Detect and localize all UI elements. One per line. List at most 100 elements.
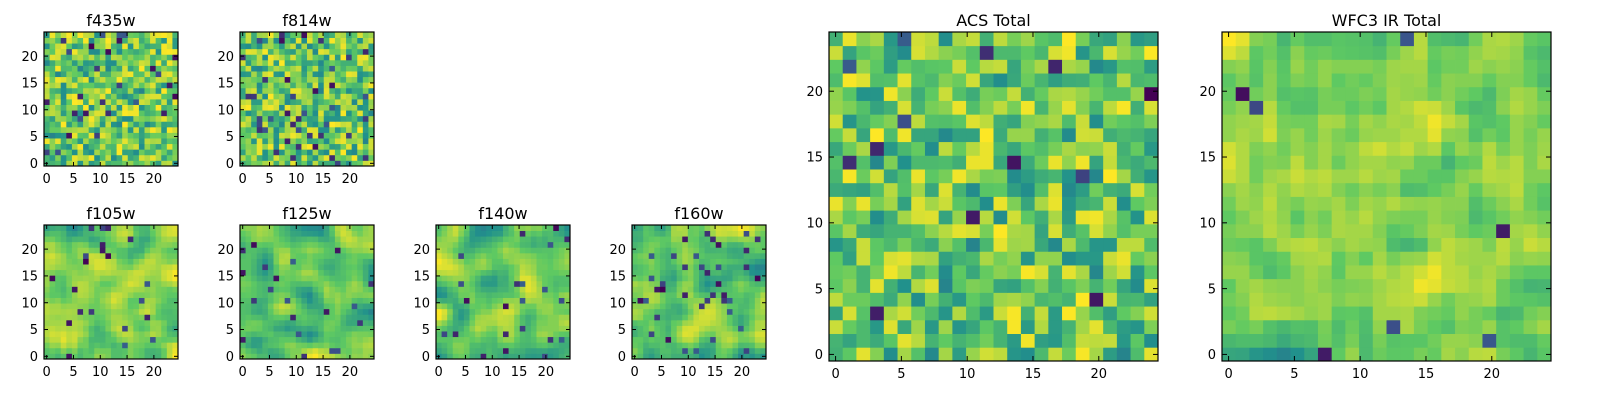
heatmap-cell: [1441, 237, 1456, 252]
heatmap-cell: [55, 154, 62, 161]
heatmap-cell: [71, 93, 78, 100]
heatmap-cell: [952, 182, 967, 197]
heatmap-cell: [519, 353, 526, 360]
heatmap-cell: [1317, 278, 1333, 293]
heatmap-cell: [463, 280, 470, 287]
heatmap-cell: [1144, 319, 1159, 334]
heatmap-cell: [273, 280, 280, 287]
heatmap-cell: [312, 143, 319, 150]
heatmap-cell: [1222, 169, 1237, 184]
heatmap-cell: [351, 275, 358, 282]
heatmap-cell: [754, 236, 761, 243]
heatmap-cell: [340, 325, 347, 332]
heatmap-cell: [155, 269, 162, 276]
heatmap-cell: [71, 258, 78, 265]
heatmap-cell: [346, 65, 353, 72]
heatmap-cell: [150, 82, 157, 89]
heatmap-cell: [144, 308, 151, 315]
heatmap-cell: [1482, 223, 1497, 239]
heatmap-cell: [1222, 210, 1237, 225]
heatmap-cell: [273, 99, 280, 105]
heatmap-cell: [307, 54, 313, 61]
heatmap-cell: [150, 87, 157, 94]
heatmap-cell: [99, 32, 106, 38]
heatmap-cell: [83, 303, 90, 310]
heatmap-cell: [150, 37, 157, 44]
heatmap-cell: [966, 169, 981, 184]
heatmap-cell: [273, 154, 280, 161]
heatmap-cell: [1034, 347, 1049, 362]
heatmap-cell: [357, 65, 364, 72]
heatmap-cell: [240, 71, 246, 78]
heatmap-cell: [710, 292, 717, 298]
heatmap-cell: [77, 236, 84, 243]
heatmap-cell: [632, 230, 638, 237]
heatmap-cell: [94, 319, 101, 326]
heatmap-cell: [1345, 292, 1360, 307]
heatmap-cell: [290, 247, 297, 254]
heatmap-cell: [530, 342, 537, 349]
heatmap-cell: [458, 331, 465, 338]
heatmap-cell: [245, 247, 252, 254]
heatmap-cell: [49, 71, 56, 78]
heatmap-cell: [44, 258, 50, 265]
heatmap-cell: [938, 169, 953, 184]
heatmap-cell: [564, 336, 571, 343]
heatmap-cell: [475, 353, 482, 360]
heatmap-cell: [676, 319, 683, 326]
heatmap-cell: [144, 314, 151, 321]
heatmap-cell: [368, 342, 375, 349]
heatmap-cell: [447, 230, 454, 237]
heatmap-cell: [503, 280, 509, 287]
heatmap-cell: [842, 169, 857, 184]
heatmap-cell: [94, 132, 101, 139]
heatmap-cell: [1441, 292, 1456, 307]
heatmap-cell: [133, 236, 140, 243]
heatmap-cell: [351, 258, 358, 265]
heatmap-cell: [897, 127, 912, 143]
heatmap-cell: [1062, 278, 1077, 293]
heatmap-cell: [83, 247, 90, 254]
heatmap-cell: [273, 93, 280, 100]
heatmap-cell: [362, 76, 369, 83]
heatmap-cell: [738, 286, 745, 293]
y-tick-label: 15: [21, 77, 38, 92]
heatmap-cell: [1034, 182, 1049, 197]
heatmap-cell: [911, 45, 926, 60]
heatmap-cell: [924, 223, 940, 239]
heatmap-cell: [295, 93, 302, 100]
heatmap-cell: [105, 54, 112, 61]
heatmap-cell: [111, 241, 117, 248]
heatmap-cell: [754, 241, 761, 248]
heatmap-cell: [1523, 32, 1538, 47]
heatmap-cell: [290, 347, 297, 354]
heatmap-cell: [290, 336, 297, 343]
heatmap-cell: [99, 115, 106, 122]
heatmap-cell: [514, 258, 521, 265]
heatmap-cell: [856, 265, 871, 280]
heatmap-cell: [1386, 210, 1401, 225]
heatmap-cell: [924, 237, 940, 252]
heatmap-cell: [870, 182, 885, 197]
heatmap-cell: [441, 319, 448, 326]
heatmap-cell: [1482, 169, 1497, 184]
heatmap-cell: [1222, 223, 1237, 239]
heatmap-cell: [323, 280, 330, 287]
heatmap-cell: [441, 225, 448, 231]
heatmap-cell: [273, 264, 280, 271]
heatmap-cell: [1304, 182, 1319, 197]
heatmap-cell: [1075, 196, 1090, 211]
heatmap-cell: [1075, 292, 1090, 307]
heatmap-cell: [77, 43, 84, 50]
heatmap-cell: [508, 264, 515, 271]
heatmap-cell: [166, 143, 173, 150]
heatmap-cell: [1276, 333, 1291, 348]
heatmap-cell: [1331, 223, 1346, 239]
heatmap-cell: [693, 292, 700, 298]
heatmap-cell: [979, 45, 994, 60]
heatmap-cell: [1034, 292, 1049, 307]
heatmap-cell: [127, 59, 134, 66]
heatmap-cell: [362, 319, 369, 326]
heatmap-cell: [122, 308, 129, 315]
